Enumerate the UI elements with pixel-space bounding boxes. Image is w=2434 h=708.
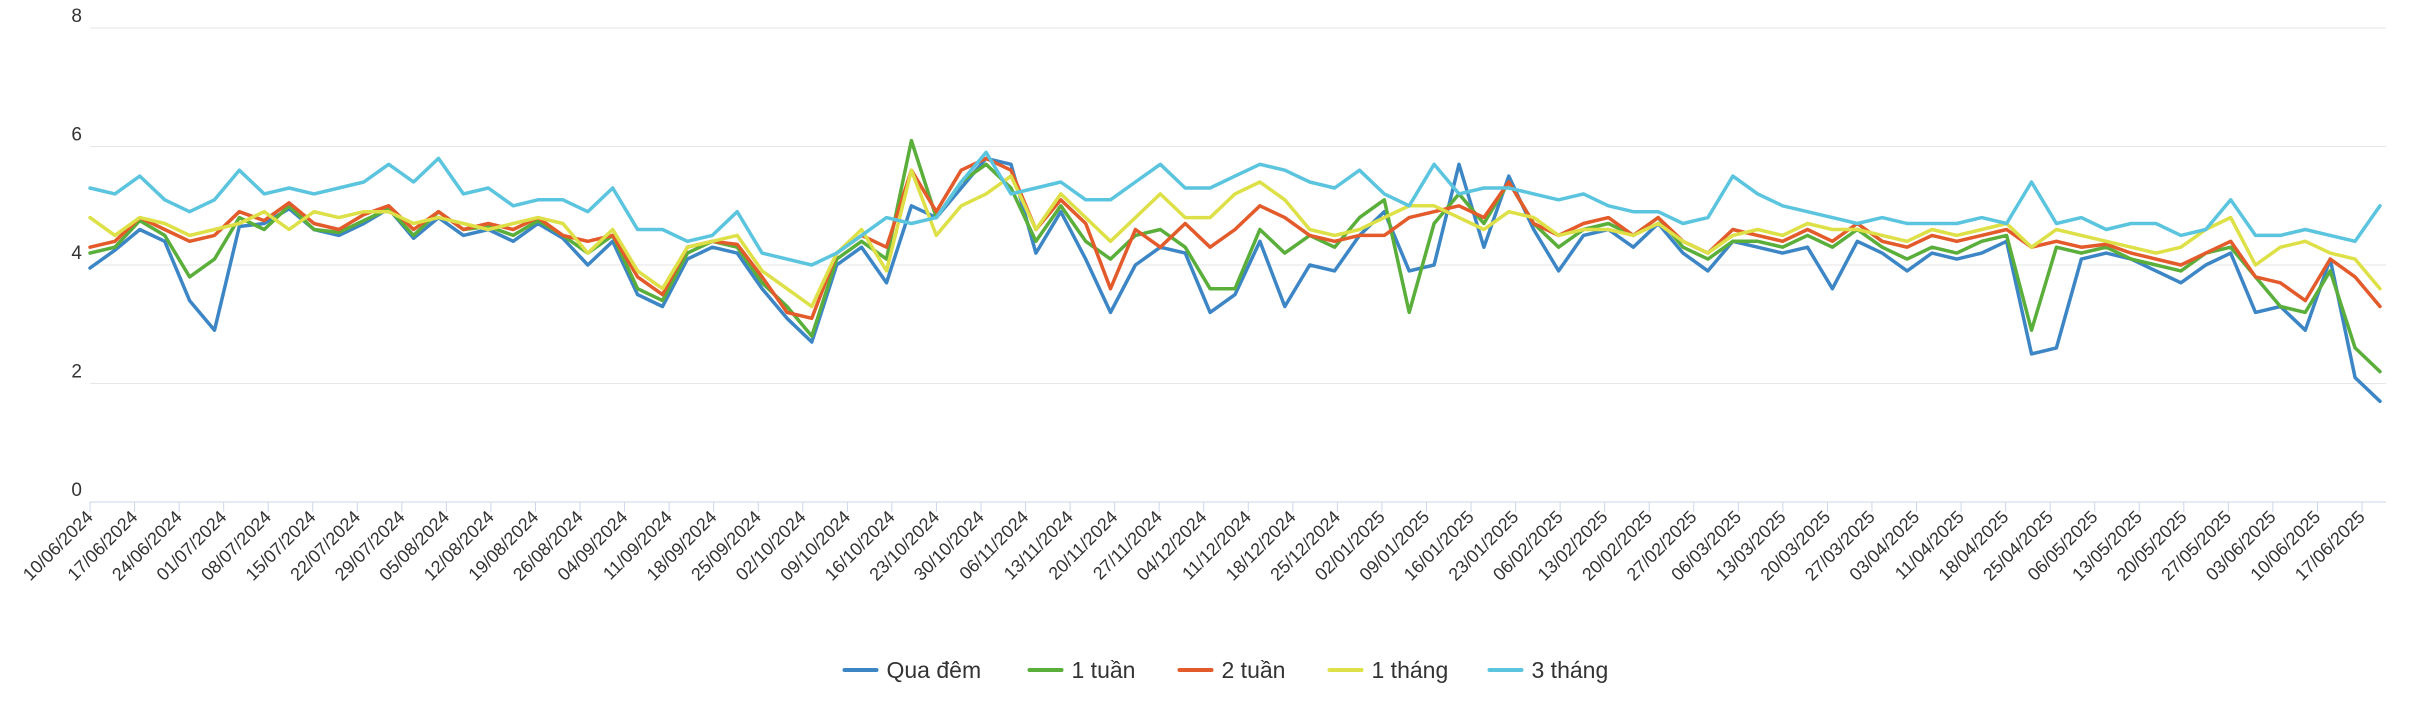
x-axis: 10/06/202417/06/202424/06/202401/07/2024… <box>19 502 2369 585</box>
series-lines <box>88 138 2382 404</box>
legend-label: 3 tháng <box>1532 657 1609 683</box>
y-tick-label: 4 <box>71 243 82 264</box>
legend-label: 2 tuần <box>1222 657 1286 683</box>
y-tick-label: 2 <box>71 362 82 383</box>
legend-item-2[interactable]: 2 tuần <box>1177 657 1286 683</box>
y-tick-label: 8 <box>71 6 82 27</box>
legend-item-0[interactable]: Qua đêm <box>842 657 982 683</box>
legend-item-1[interactable]: 1 tuần <box>1027 657 1136 683</box>
legend: Qua đêm 1 tuần 2 tuần 1 tháng 3 tháng <box>842 657 1609 683</box>
y-axis-ticks: 0 2 4 6 8 <box>71 6 82 501</box>
legend-label: 1 tuần <box>1072 657 1136 683</box>
series-line-2[interactable] <box>88 156 2382 321</box>
legend-label: Qua đêm <box>887 657 982 683</box>
legend-label: 1 tháng <box>1372 657 1449 683</box>
y-tick-label: 0 <box>71 480 82 501</box>
series-line-3[interactable] <box>88 168 2382 309</box>
y-tick-label: 6 <box>71 125 82 146</box>
legend-item-3[interactable]: 1 tháng <box>1327 657 1449 683</box>
legend-item-4[interactable]: 3 tháng <box>1487 657 1609 683</box>
grid-lines <box>90 27 2386 503</box>
series-line-4[interactable] <box>88 150 2382 267</box>
series-line-0[interactable] <box>88 156 2382 404</box>
